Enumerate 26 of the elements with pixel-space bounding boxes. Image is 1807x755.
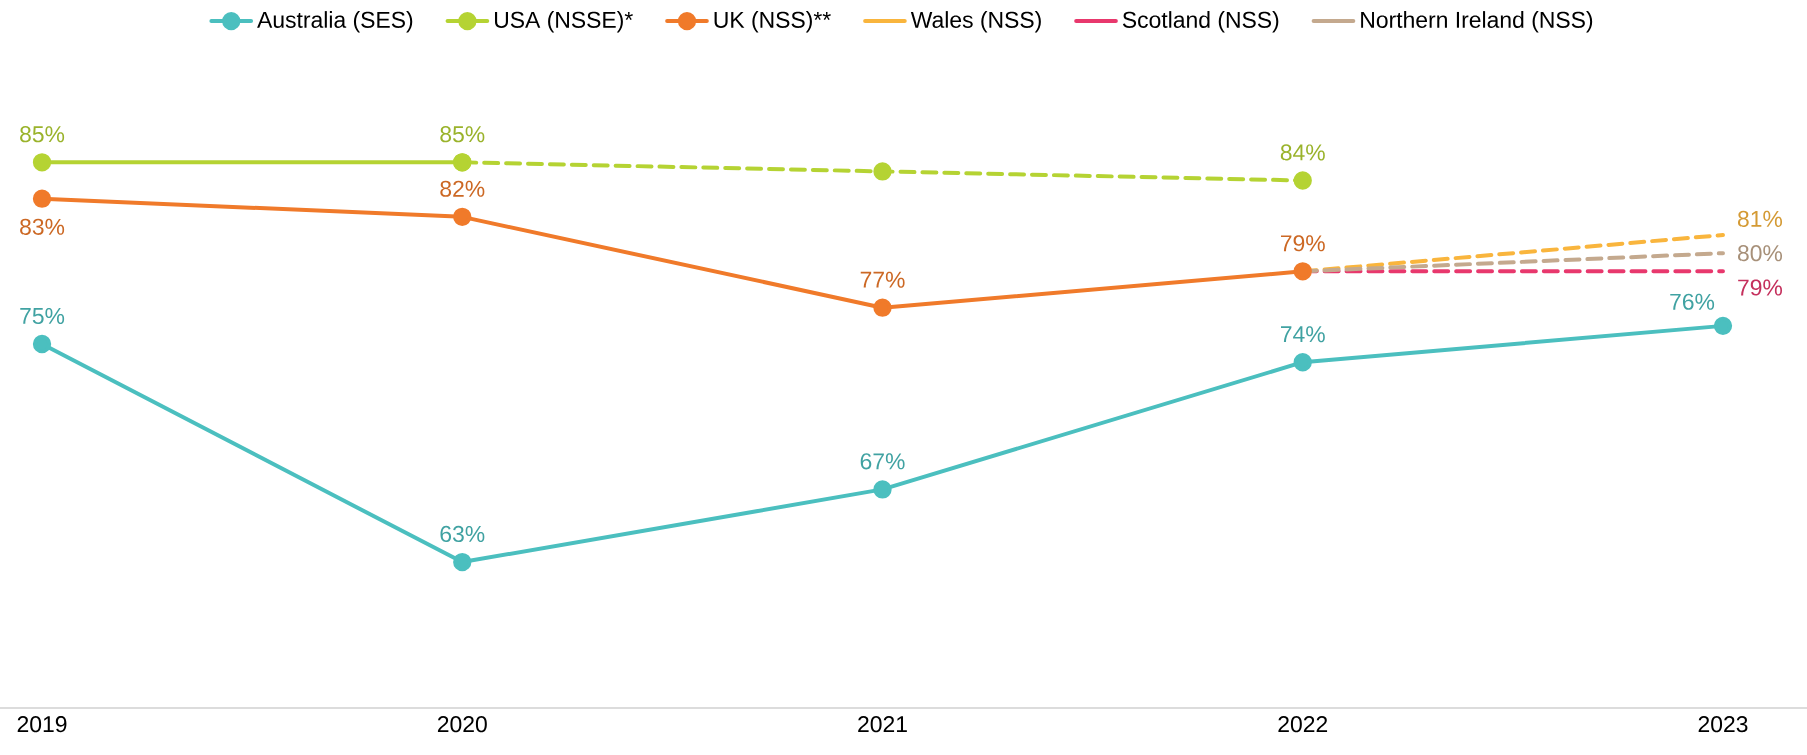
legend-label: Wales (NSS) (910, 11, 1041, 33)
data-label: 74% (1280, 326, 1325, 343)
data-label: 85% (440, 126, 485, 143)
data-label: 82% (440, 180, 485, 197)
legend-label: UK (NSS)** (714, 11, 831, 33)
x-tick-label: 2020 (437, 716, 487, 733)
data-label: 76% (1670, 293, 1715, 310)
x-tick-label: 2021 (858, 716, 907, 733)
legend-label: Australia (SES) (257, 11, 413, 33)
data-label: 77% (860, 271, 905, 288)
data-label: 84% (1280, 144, 1325, 161)
data-label: 75% (20, 307, 65, 325)
data-label: 85% (20, 126, 65, 143)
data-label: 81% (1737, 210, 1783, 227)
x-tick-label: 2023 (1698, 716, 1748, 733)
x-tick-label: 2019 (17, 716, 67, 733)
data-label: 79% (1280, 235, 1325, 252)
data-label: 80% (1737, 245, 1783, 262)
data-label: 79% (1738, 279, 1783, 296)
legend-label: Scotland (NSS) (1122, 11, 1279, 33)
legend-label: Northern Ireland (NSS) (1361, 11, 1593, 33)
data-label: 63% (440, 525, 485, 543)
legend-label: USA (NSSE)* (495, 11, 633, 33)
x-tick-label: 2022 (1278, 716, 1328, 733)
data-label: 67% (860, 453, 905, 470)
data-label: 83% (20, 218, 65, 235)
